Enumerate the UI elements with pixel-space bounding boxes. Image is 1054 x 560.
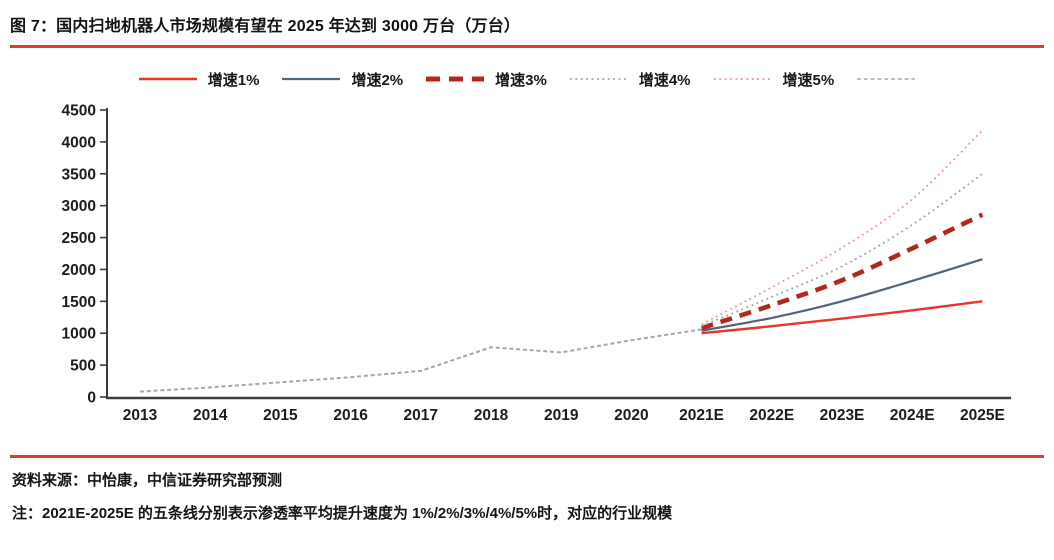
legend-swatch-icon [713,78,772,80]
x-tick-label: 2014 [193,407,228,424]
y-tick-label: 4000 [62,134,96,151]
legend-label: 增速4% [638,71,691,89]
x-tick-label: 2015 [263,407,298,424]
note-text: 注：2021E-2025E 的五条线分别表示渗透率平均提升速度为 1%/2%/3… [12,504,673,522]
legend-swatch-icon [857,78,916,80]
chart-legend: 增速1% 增速2% 增速3% 增速4% 增速5% [10,69,1044,90]
y-tick-label: 0 [87,389,96,406]
series-line-growth-2pct [701,257,983,332]
legend-item-增速3%: 增速3% [425,69,547,90]
x-tick-label: 2021E [679,407,724,424]
y-tick-label: 3000 [62,198,96,215]
y-tick-label: 2500 [62,230,96,247]
series-lines [139,129,984,393]
x-tick-label: 2020 [614,407,648,424]
axes: 0 500 1000 1500 2000 2500 3000 3500 4000 4500 2013… [62,102,1011,424]
y-tick-label: 1500 [62,293,96,310]
figure-title: 图 7：国内扫地机器人市场规模有望在 2025 年达到 3000 万台（万台） [10,18,521,35]
legend-swatch-icon [138,77,197,81]
legend-item-增速2%: 增速2% [281,69,403,90]
series-line-growth-3pct [700,212,984,330]
y-tick-label: 2000 [62,261,96,278]
y-tick-label: 1000 [62,325,96,342]
chart-area: 0 500 1000 1500 2000 2500 3000 3500 4000 4500 2013… [10,96,1044,445]
legend-label: 增速5% [782,71,835,89]
title-rule [10,45,1044,48]
legend-swatch-icon [426,76,485,82]
legend-item-增速4%: 增速4% [569,69,691,90]
x-tick-label: 2019 [544,407,579,424]
x-tick-label: 2013 [123,407,158,424]
legend-label: 增速1% [207,71,260,89]
figure-panel: 图 7：国内扫地机器人市场规模有望在 2025 年达到 3000 万台（万台） … [10,18,1044,522]
x-tick-label: 2024E [890,407,935,424]
legend-swatch-icon [282,77,341,81]
legend-item-增速1%: 增速1% [138,69,260,90]
x-tick-label: 2018 [474,407,509,424]
source-text: 资料来源：中怡康，中信证券研究部预测 [12,471,283,489]
legend-label: 增速2% [351,71,404,89]
legend-label: 增速3% [495,71,547,89]
x-tick-label: 2022E [749,407,794,424]
y-tick-label: 500 [70,357,96,374]
series-line-growth-1pct [701,299,983,334]
x-tick-label: 2023E [820,407,865,424]
legend-swatch-icon [569,78,628,80]
y-tick-label: 3500 [62,166,96,183]
x-tick-label: 2017 [404,407,438,424]
y-tick-label: 4500 [62,102,96,119]
x-tick-label: 2025E [960,407,1005,424]
legend-item-historical [856,73,916,85]
series-line-growth-4pct [701,172,983,327]
series-line-growth-5pct [701,129,984,325]
line-chart: 0 500 1000 1500 2000 2500 3000 3500 4000 4500 2013… [62,102,1011,424]
legend-item-增速5%: 增速5% [713,69,835,90]
x-tick-label: 2016 [333,407,368,424]
footer-rule [10,454,1044,458]
series-line-historical [139,327,702,393]
